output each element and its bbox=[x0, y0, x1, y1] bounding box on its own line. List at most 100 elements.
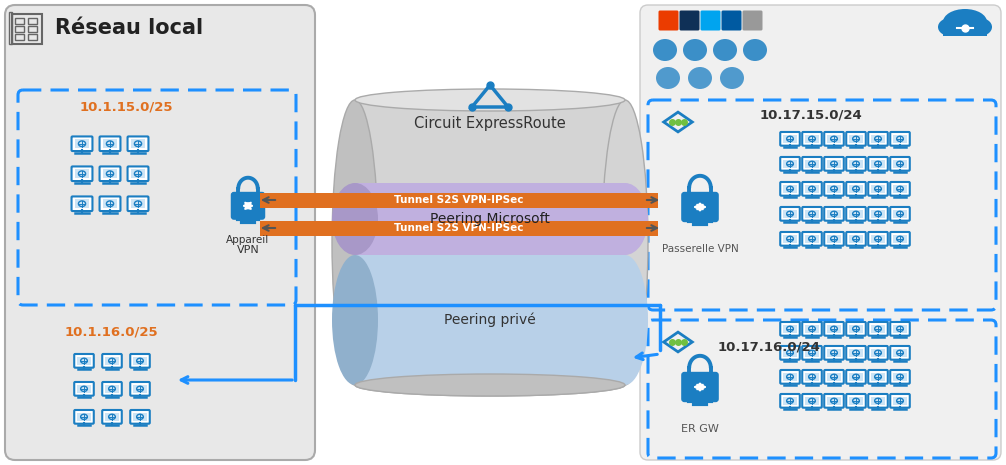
FancyBboxPatch shape bbox=[74, 354, 94, 368]
Ellipse shape bbox=[683, 39, 707, 61]
FancyBboxPatch shape bbox=[846, 370, 866, 384]
Bar bbox=[871, 160, 884, 168]
FancyBboxPatch shape bbox=[824, 370, 844, 384]
FancyBboxPatch shape bbox=[130, 354, 150, 368]
FancyBboxPatch shape bbox=[846, 346, 866, 360]
Bar bbox=[871, 397, 884, 405]
FancyBboxPatch shape bbox=[824, 132, 844, 146]
FancyBboxPatch shape bbox=[824, 182, 844, 196]
Bar bbox=[103, 169, 118, 178]
Bar bbox=[827, 185, 841, 193]
FancyBboxPatch shape bbox=[781, 322, 800, 336]
Ellipse shape bbox=[355, 374, 625, 396]
FancyBboxPatch shape bbox=[890, 322, 909, 336]
FancyBboxPatch shape bbox=[890, 182, 909, 196]
FancyBboxPatch shape bbox=[128, 136, 149, 151]
Bar bbox=[260, 193, 658, 207]
FancyBboxPatch shape bbox=[682, 372, 718, 401]
Bar bbox=[28, 18, 37, 24]
Text: Circuit ExpressRoute: Circuit ExpressRoute bbox=[414, 116, 565, 131]
Bar bbox=[893, 349, 906, 357]
FancyBboxPatch shape bbox=[781, 394, 800, 408]
Bar bbox=[805, 349, 819, 357]
Bar bbox=[15, 26, 24, 32]
FancyBboxPatch shape bbox=[103, 354, 122, 368]
FancyBboxPatch shape bbox=[868, 182, 887, 196]
Bar bbox=[849, 235, 863, 243]
FancyBboxPatch shape bbox=[846, 232, 866, 246]
Text: Réseau local: Réseau local bbox=[55, 18, 203, 38]
Ellipse shape bbox=[602, 100, 648, 385]
FancyBboxPatch shape bbox=[890, 346, 909, 360]
Bar bbox=[106, 357, 119, 365]
FancyBboxPatch shape bbox=[74, 382, 94, 396]
Bar bbox=[893, 185, 906, 193]
FancyBboxPatch shape bbox=[824, 394, 844, 408]
FancyBboxPatch shape bbox=[802, 232, 822, 246]
Bar bbox=[893, 325, 906, 332]
Bar bbox=[871, 373, 884, 381]
Bar bbox=[355, 183, 625, 255]
FancyBboxPatch shape bbox=[868, 157, 887, 171]
FancyBboxPatch shape bbox=[5, 5, 315, 460]
FancyBboxPatch shape bbox=[802, 394, 822, 408]
Bar bbox=[9, 12, 12, 44]
Ellipse shape bbox=[355, 374, 625, 396]
FancyBboxPatch shape bbox=[868, 394, 887, 408]
FancyBboxPatch shape bbox=[802, 132, 822, 146]
Text: Passerelle VPN: Passerelle VPN bbox=[662, 244, 738, 254]
FancyBboxPatch shape bbox=[802, 182, 822, 196]
Ellipse shape bbox=[332, 183, 378, 255]
FancyBboxPatch shape bbox=[103, 382, 122, 396]
Ellipse shape bbox=[968, 18, 992, 36]
FancyBboxPatch shape bbox=[868, 207, 887, 221]
Bar bbox=[871, 135, 884, 143]
Bar bbox=[827, 210, 841, 218]
Bar bbox=[827, 349, 841, 357]
FancyBboxPatch shape bbox=[846, 157, 866, 171]
FancyBboxPatch shape bbox=[824, 322, 844, 336]
FancyBboxPatch shape bbox=[721, 11, 741, 31]
Text: Tunnel S2S VPN-IPSec: Tunnel S2S VPN-IPSec bbox=[394, 195, 524, 205]
Bar bbox=[893, 373, 906, 381]
FancyBboxPatch shape bbox=[846, 132, 866, 146]
Bar bbox=[784, 135, 797, 143]
Bar bbox=[893, 210, 906, 218]
Ellipse shape bbox=[743, 39, 767, 61]
FancyBboxPatch shape bbox=[781, 132, 800, 146]
Bar bbox=[12, 14, 42, 44]
FancyBboxPatch shape bbox=[868, 322, 887, 336]
FancyBboxPatch shape bbox=[824, 346, 844, 360]
Bar bbox=[355, 255, 625, 385]
FancyBboxPatch shape bbox=[700, 11, 720, 31]
Bar bbox=[15, 18, 24, 24]
Bar bbox=[943, 22, 987, 36]
Bar bbox=[15, 34, 24, 40]
Bar bbox=[805, 185, 819, 193]
FancyBboxPatch shape bbox=[781, 157, 800, 171]
FancyBboxPatch shape bbox=[128, 166, 149, 181]
Bar bbox=[827, 325, 841, 332]
FancyBboxPatch shape bbox=[781, 207, 800, 221]
FancyBboxPatch shape bbox=[846, 182, 866, 196]
Ellipse shape bbox=[713, 39, 737, 61]
Bar bbox=[827, 160, 841, 168]
Text: Peering Microsoft: Peering Microsoft bbox=[430, 212, 550, 226]
FancyBboxPatch shape bbox=[71, 196, 93, 211]
FancyBboxPatch shape bbox=[128, 196, 149, 211]
FancyBboxPatch shape bbox=[824, 207, 844, 221]
Bar bbox=[871, 349, 884, 357]
Bar bbox=[131, 140, 146, 148]
Bar bbox=[784, 210, 797, 218]
Bar bbox=[871, 325, 884, 332]
Ellipse shape bbox=[332, 255, 378, 385]
FancyBboxPatch shape bbox=[74, 410, 94, 424]
Bar bbox=[133, 385, 147, 392]
Ellipse shape bbox=[653, 39, 677, 61]
FancyBboxPatch shape bbox=[868, 132, 887, 146]
Bar bbox=[133, 357, 147, 365]
Text: 10.1.16.0/25: 10.1.16.0/25 bbox=[65, 325, 159, 338]
FancyBboxPatch shape bbox=[868, 232, 887, 246]
FancyBboxPatch shape bbox=[679, 11, 699, 31]
Bar bbox=[74, 140, 90, 148]
